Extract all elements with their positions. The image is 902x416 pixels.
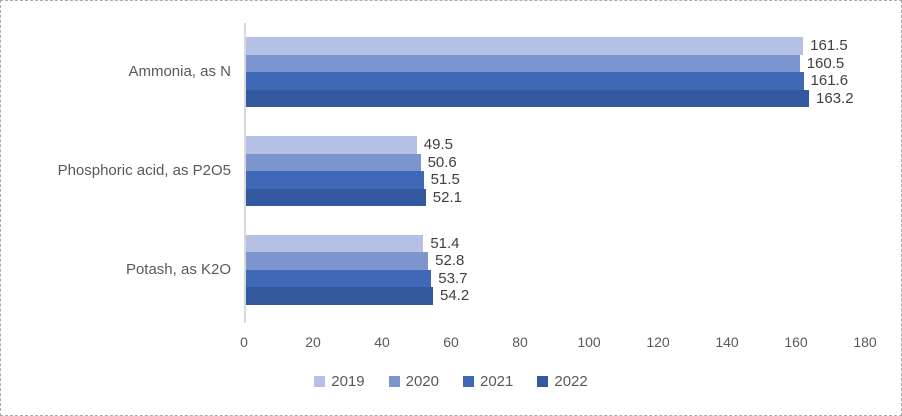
bar-2019-cat1 — [246, 136, 417, 154]
data-label: 52.8 — [435, 252, 465, 270]
bar-2022-cat2 — [246, 287, 433, 305]
data-label: 53.7 — [438, 269, 468, 287]
legend-label: 2020 — [405, 373, 439, 390]
x-tick-label: 180 — [853, 334, 877, 350]
legend-item-2019: 2019 — [314, 373, 365, 390]
x-tick-label: 80 — [512, 334, 528, 350]
legend-swatch-icon — [388, 376, 400, 387]
legend-item-2022: 2022 — [537, 373, 588, 390]
legend-item-2021: 2021 — [463, 373, 513, 390]
category-label: Ammonia, as N — [128, 63, 231, 81]
legend-label: 2021 — [480, 373, 514, 390]
legend-swatch-icon — [537, 376, 549, 387]
data-label: 161.5 — [810, 37, 848, 55]
data-label: 160.5 — [806, 54, 845, 72]
bar-2022-cat0 — [246, 89, 810, 108]
data-label: 54.2 — [439, 287, 470, 305]
bar-2019-cat2 — [246, 234, 424, 253]
category-label: Potash, as K2O — [125, 260, 231, 278]
bar-2021-cat2 — [246, 269, 432, 288]
data-label: 51.5 — [430, 171, 460, 188]
bar-2022-cat1 — [246, 188, 426, 206]
data-label: 51.4 — [430, 234, 460, 252]
legend-swatch-icon — [463, 376, 474, 387]
data-label: 52.1 — [432, 188, 462, 206]
x-tick-label: 60 — [443, 334, 459, 350]
data-label: 163.2 — [816, 89, 854, 107]
y-axis-line — [244, 23, 246, 323]
bar-2020-cat2 — [246, 252, 429, 270]
category-label: Phosphoric acid, as P2O5 — [57, 162, 231, 179]
data-label: 49.5 — [423, 136, 453, 153]
x-tick-label: 40 — [374, 334, 390, 350]
x-tick-label: 140 — [715, 334, 739, 350]
bar-2020-cat0 — [246, 54, 800, 73]
x-tick-label: 120 — [646, 334, 670, 350]
legend-label: 2019 — [331, 373, 365, 390]
legend-label: 2022 — [554, 373, 588, 390]
legend-swatch-icon — [314, 376, 326, 387]
x-tick-label: 160 — [784, 334, 808, 350]
bar-2020-cat1 — [246, 153, 421, 171]
x-tick-label: 0 — [240, 334, 248, 350]
data-label: 161.6 — [810, 72, 849, 90]
x-tick-label: 100 — [577, 334, 601, 350]
bar-2021-cat1 — [246, 171, 424, 189]
bar-2019-cat0 — [246, 37, 804, 55]
x-tick-label: 20 — [305, 334, 321, 350]
data-label: 50.6 — [427, 153, 457, 171]
legend-item-2020: 2020 — [388, 373, 439, 390]
bar-2021-cat0 — [246, 72, 804, 90]
legend: 2019 2020 2021 2022 — [1, 373, 901, 390]
